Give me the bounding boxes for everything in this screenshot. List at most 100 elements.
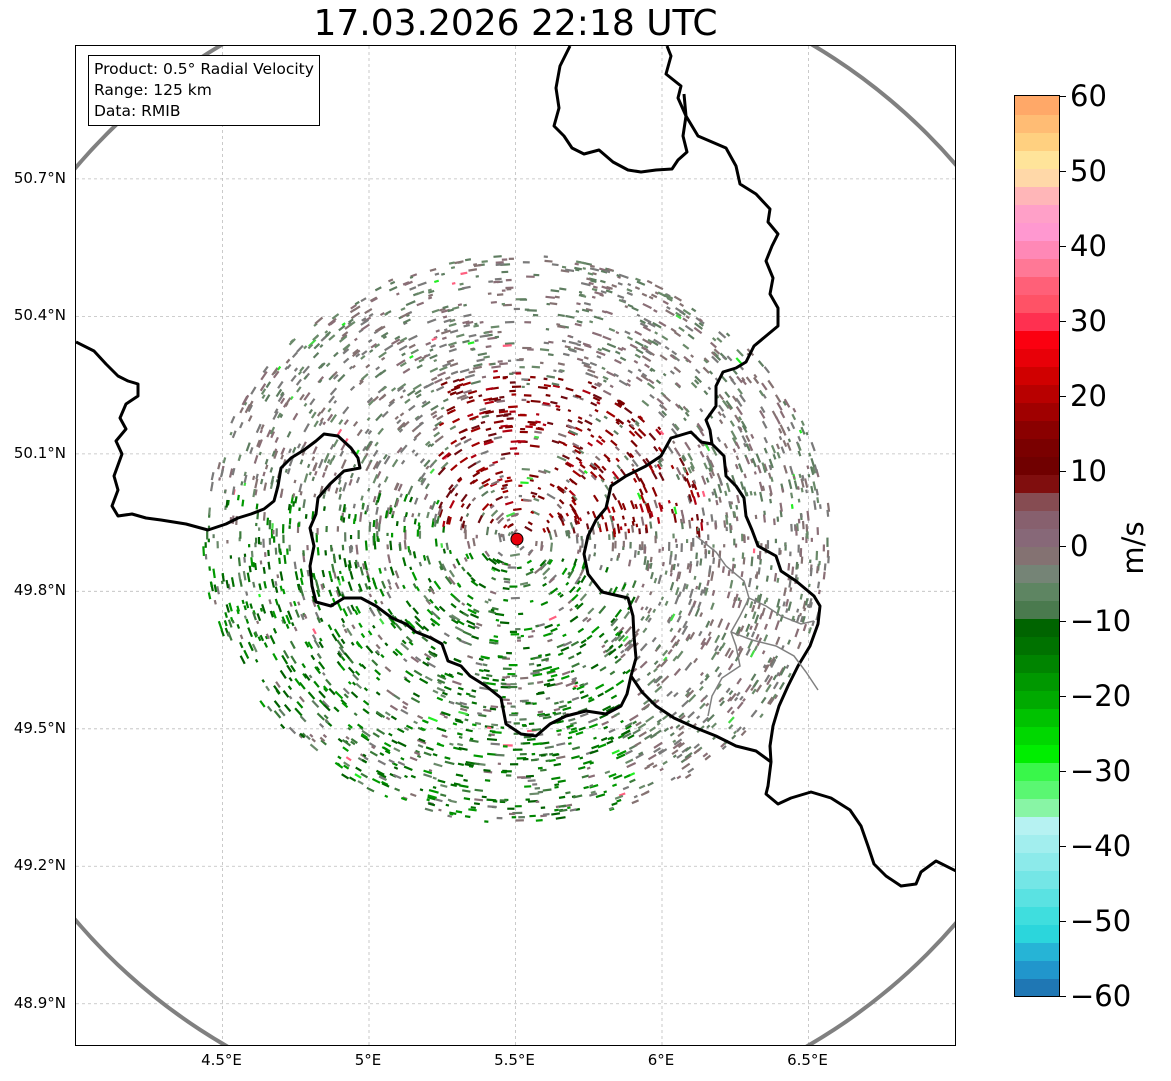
colorbar-band: [1015, 330, 1059, 349]
colorbar-band: [1015, 564, 1059, 583]
colorbar-band: [1015, 114, 1059, 133]
colorbar-band: [1015, 852, 1059, 871]
colorbar-band: [1015, 528, 1059, 547]
colorbar-tick: [1060, 396, 1066, 397]
colorbar-tick-label: 50: [1070, 154, 1107, 188]
map-canvas: [76, 46, 955, 1045]
colorbar-tick-label: −40: [1070, 829, 1132, 863]
colorbar-band: [1015, 384, 1059, 403]
border-luxembourg-east: [710, 442, 822, 763]
colorbar-band: [1015, 636, 1059, 655]
colorbar-band: [1015, 132, 1059, 151]
colorbar-tick: [1060, 621, 1066, 622]
colorbar-band: [1015, 474, 1059, 493]
colorbar-band: [1015, 618, 1059, 637]
range-label: Range: 125 km: [94, 81, 212, 99]
colorbar-tick-label: 30: [1070, 304, 1107, 338]
info-box: Product: 0.5° Radial Velocity Range: 125…: [88, 55, 320, 126]
source-label: Data: RMIB: [94, 102, 181, 120]
lat-label: 48.9°N: [13, 993, 66, 1012]
colorbar-tick: [1060, 996, 1066, 997]
colorbar-tick-label: 0: [1070, 529, 1089, 563]
colorbar-band: [1015, 546, 1059, 565]
province-border-1: [695, 535, 750, 717]
colorbar-band: [1015, 204, 1059, 223]
lon-label: 6.5°E: [787, 1051, 828, 1069]
colorbar-tick-label: 40: [1070, 229, 1107, 263]
colorbar-band: [1015, 222, 1059, 241]
lon-label: 5°E: [354, 1051, 382, 1069]
colorbar-band: [1015, 672, 1059, 691]
colorbar-tick: [1060, 696, 1066, 697]
colorbar-band: [1015, 420, 1059, 439]
colorbar-band: [1015, 294, 1059, 313]
colorbar-tick: [1060, 471, 1066, 472]
colorbar-band: [1015, 168, 1059, 187]
colorbar-band: [1015, 798, 1059, 817]
lat-label: 49.5°N: [13, 718, 66, 737]
colorbar-band: [1015, 834, 1059, 853]
velocity-colorbar: [1014, 95, 1060, 997]
colorbar-band: [1015, 96, 1059, 115]
colorbar-band: [1015, 258, 1059, 277]
colorbar-band: [1015, 312, 1059, 331]
colorbar-band: [1015, 492, 1059, 511]
colorbar-band: [1015, 438, 1059, 457]
lat-label: 49.2°N: [13, 856, 66, 875]
colorbar-band: [1015, 456, 1059, 475]
colorbar-band: [1015, 690, 1059, 709]
colorbar-band: [1015, 744, 1059, 763]
colorbar-unit: m/s: [1116, 521, 1150, 575]
lon-label: 4.5°E: [201, 1051, 242, 1069]
province-border-3: [730, 631, 819, 691]
colorbar-tick: [1060, 321, 1066, 322]
province-border-2: [748, 597, 815, 625]
province-borders: [695, 535, 819, 717]
border-france-belgium: [76, 46, 780, 738]
colorbar-band: [1015, 348, 1059, 367]
colorbar-band: [1015, 510, 1059, 529]
colorbar-band: [1015, 150, 1059, 169]
radar-map[interactable]: [75, 45, 956, 1046]
product-label: Product: 0.5° Radial Velocity: [94, 60, 314, 78]
colorbar-tick: [1060, 921, 1066, 922]
colorbar-tick-label: 10: [1070, 454, 1107, 488]
colorbar-band: [1015, 654, 1059, 673]
colorbar-band: [1015, 780, 1059, 799]
colorbar-band: [1015, 762, 1059, 781]
colorbar-tick-label: −50: [1070, 904, 1132, 938]
colorbar-tick: [1060, 846, 1066, 847]
colorbar-band: [1015, 978, 1059, 996]
colorbar-band: [1015, 816, 1059, 835]
colorbar-band: [1015, 924, 1059, 943]
colorbar-band: [1015, 708, 1059, 727]
colorbar-tick-label: −20: [1070, 679, 1132, 713]
colorbar-band: [1015, 906, 1059, 925]
country-borders: [76, 46, 955, 888]
colorbar-band: [1015, 366, 1059, 385]
lat-label: 50.1°N: [13, 443, 66, 462]
colorbar-band: [1015, 582, 1059, 601]
colorbar-band: [1015, 186, 1059, 205]
colorbar-tick-label: 60: [1070, 79, 1107, 113]
colorbar-tick: [1060, 546, 1066, 547]
border-germany: [552, 46, 689, 174]
colorbar-tick: [1060, 771, 1066, 772]
radar-echoes: [202, 255, 831, 823]
colorbar-tick-label: 20: [1070, 379, 1107, 413]
colorbar-tick-label: −60: [1070, 979, 1132, 1013]
colorbar-tick-label: −30: [1070, 754, 1132, 788]
colorbar-tick: [1060, 246, 1066, 247]
colorbar-band: [1015, 942, 1059, 961]
colorbar-band: [1015, 402, 1059, 421]
colorbar-band: [1015, 726, 1059, 745]
colorbar-band: [1015, 276, 1059, 295]
colorbar-band: [1015, 888, 1059, 907]
colorbar-tick-label: −10: [1070, 604, 1132, 638]
colorbar-band: [1015, 240, 1059, 259]
lon-label: 5.5°E: [494, 1051, 535, 1069]
lon-label: 6°E: [647, 1051, 675, 1069]
colorbar-tick: [1060, 171, 1066, 172]
colorbar-band: [1015, 960, 1059, 979]
lat-label: 50.4°N: [13, 306, 66, 325]
